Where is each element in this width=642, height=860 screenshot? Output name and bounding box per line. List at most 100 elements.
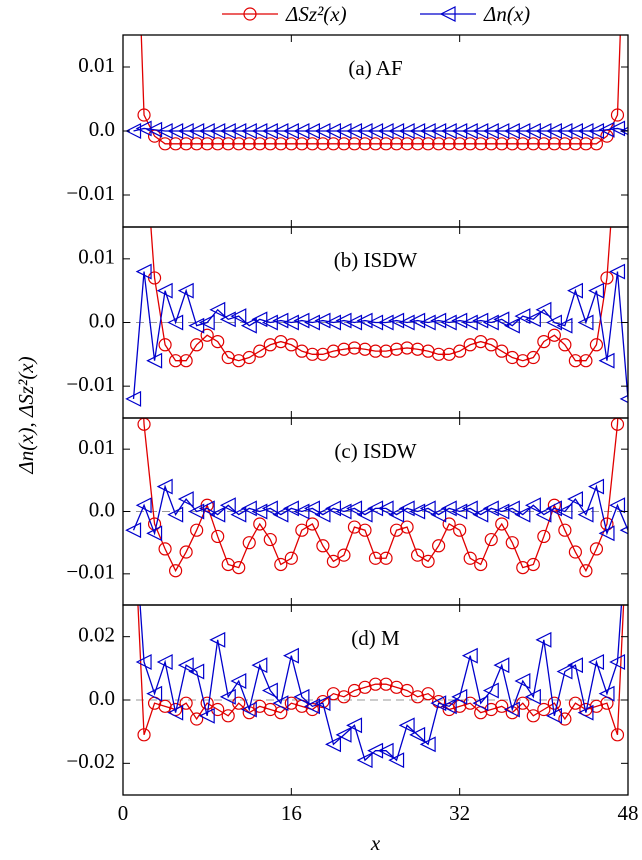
- marker: [156, 654, 173, 670]
- marker: [198, 314, 215, 331]
- marker: [535, 301, 552, 318]
- marker: [514, 506, 531, 523]
- panel-title: (c) ISDW: [334, 439, 416, 463]
- marker: [493, 657, 510, 674]
- marker: [409, 726, 426, 743]
- marker: [598, 352, 615, 369]
- marker: [368, 551, 383, 565]
- marker: [514, 123, 531, 139]
- marker: [419, 736, 436, 753]
- marker: [430, 506, 447, 523]
- marker: [293, 123, 310, 139]
- marker: [230, 123, 247, 139]
- marker: [209, 506, 226, 523]
- marker: [346, 500, 363, 517]
- marker: [400, 341, 414, 355]
- marker: [482, 123, 499, 139]
- marker: [209, 123, 226, 139]
- series-line: [137, 605, 625, 736]
- marker: [524, 311, 541, 328]
- marker: [368, 137, 383, 151]
- marker: [367, 500, 384, 517]
- marker: [388, 123, 405, 139]
- marker: [314, 506, 331, 523]
- marker: [272, 506, 289, 523]
- marker: [526, 137, 540, 151]
- marker: [526, 709, 540, 723]
- marker: [558, 137, 572, 151]
- marker: [177, 491, 194, 508]
- marker: [347, 341, 362, 355]
- marker: [209, 301, 226, 318]
- marker: [589, 338, 604, 352]
- marker: [325, 736, 342, 753]
- marker: [484, 532, 498, 547]
- marker: [167, 123, 184, 139]
- marker: [503, 123, 520, 139]
- marker: [263, 137, 277, 151]
- marker: [274, 557, 288, 572]
- marker: [272, 123, 289, 139]
- y-tick-label: 0.01: [78, 245, 115, 269]
- marker: [432, 539, 446, 553]
- marker: [146, 352, 163, 369]
- marker: [588, 282, 605, 299]
- marker: [337, 342, 351, 356]
- marker: [379, 137, 393, 151]
- marker: [505, 536, 519, 550]
- marker: [409, 503, 426, 520]
- x-axis-label: x: [370, 831, 381, 855]
- marker: [453, 344, 467, 358]
- marker: [472, 123, 489, 139]
- marker: [409, 123, 426, 139]
- y-tick-label: 0.02: [78, 622, 115, 646]
- marker: [537, 137, 551, 151]
- marker: [326, 554, 341, 568]
- marker: [546, 500, 562, 517]
- marker: [524, 688, 541, 705]
- marker: [304, 500, 320, 517]
- marker: [367, 314, 384, 331]
- marker: [188, 317, 205, 334]
- marker: [272, 695, 289, 712]
- marker: [335, 726, 352, 743]
- x-tick-label: 0: [118, 801, 129, 825]
- marker: [240, 317, 257, 334]
- y-tick-label: 0.0: [89, 117, 115, 141]
- marker: [568, 696, 582, 710]
- marker: [453, 137, 467, 151]
- marker: [495, 137, 509, 151]
- marker: [242, 137, 256, 151]
- marker: [556, 317, 573, 334]
- marker: [546, 123, 562, 139]
- marker: [261, 500, 278, 517]
- marker: [167, 314, 184, 331]
- marker: [356, 123, 373, 139]
- marker: [482, 682, 499, 699]
- marker: [219, 688, 236, 705]
- x-tick-label: 32: [449, 801, 470, 825]
- marker: [419, 123, 436, 139]
- marker: [451, 688, 468, 705]
- marker: [568, 545, 582, 559]
- marker: [316, 694, 330, 709]
- marker: [610, 728, 625, 742]
- marker: [421, 687, 435, 701]
- marker: [179, 696, 193, 710]
- marker: [568, 137, 582, 151]
- marker: [410, 137, 425, 151]
- marker: [177, 123, 194, 139]
- marker: [379, 344, 393, 358]
- marker: [305, 347, 319, 361]
- marker: [156, 123, 173, 139]
- marker: [190, 712, 204, 726]
- marker: [432, 347, 446, 361]
- marker: [179, 545, 193, 559]
- marker: [167, 704, 184, 721]
- marker: [346, 123, 363, 139]
- marker: [537, 702, 551, 717]
- marker: [567, 657, 583, 674]
- marker: [211, 529, 225, 544]
- marker: [400, 520, 414, 534]
- marker: [421, 137, 435, 151]
